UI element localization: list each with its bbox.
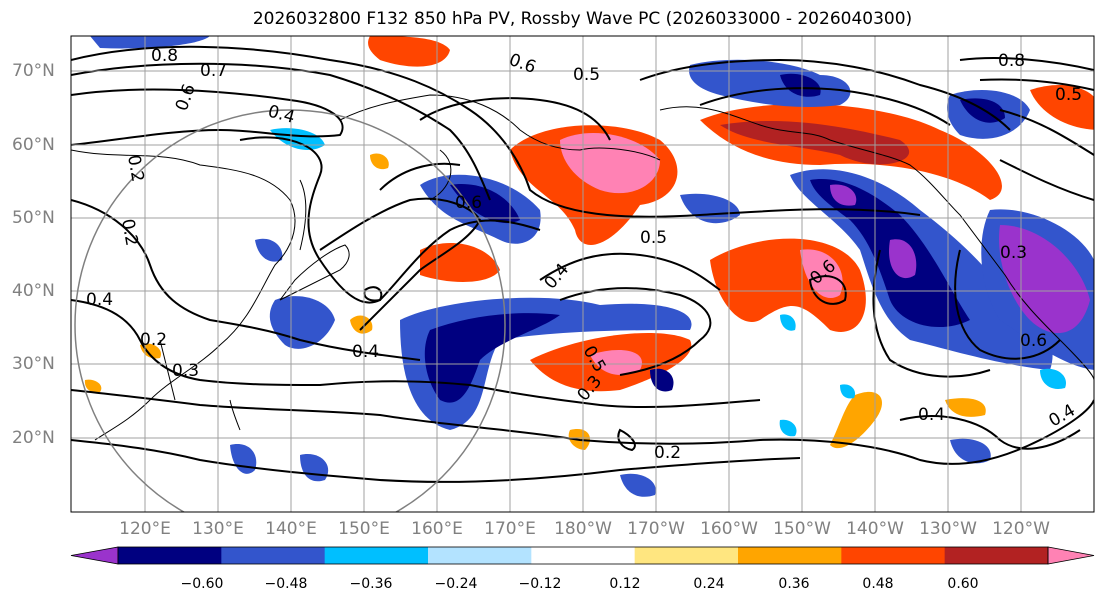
contour-label: 0.4	[86, 290, 113, 310]
lon-label: 160°E	[411, 519, 463, 539]
contour-label: 0.3	[1000, 243, 1027, 263]
lon-label: 150°E	[338, 519, 390, 539]
colorbar-tick-label: −0.48	[264, 576, 308, 592]
contour-label: 0.2	[654, 443, 681, 463]
contour-label: 0.8	[151, 46, 178, 66]
contour-label: 0.3	[172, 361, 199, 381]
colorbar-tick-label: 0.48	[862, 576, 894, 592]
contour-label: 0.5	[1055, 85, 1082, 105]
colorbar-bin	[324, 547, 429, 564]
contour-label: 0.2	[117, 217, 141, 247]
contour-label: 0.5	[640, 228, 667, 248]
lat-label: 50°N	[12, 208, 55, 228]
graticule	[71, 36, 1094, 512]
contour-label: 0.6	[1020, 331, 1047, 351]
lon-label: 170°E	[484, 519, 536, 539]
lat-label: 70°N	[12, 61, 55, 81]
colorbar-tick-label: −0.24	[434, 576, 478, 592]
lon-label: 130°E	[192, 519, 244, 539]
colorbar-tick-label: 0.12	[609, 576, 641, 592]
lon-label: 120°W	[992, 519, 1050, 539]
colorbar-bin	[738, 547, 842, 564]
colorbar-tick-label: −0.60	[180, 576, 224, 592]
lon-label: 150°W	[773, 519, 831, 539]
contour-label: 0.6	[455, 193, 482, 213]
contour-label: 0.5	[573, 65, 600, 85]
colorbar-bin	[118, 547, 222, 564]
colorbar-extend-min	[70, 546, 119, 565]
colorbar-frame	[117, 546, 1049, 565]
map-title: 2026032800 F132 850 hPa PV, Rossby Wave …	[252, 9, 913, 29]
radius-circle	[74, 109, 506, 512]
colorbar-tick-label: −0.36	[349, 576, 393, 592]
lon-label: 180°W	[554, 519, 612, 539]
colorbar-bin	[944, 547, 1049, 564]
contour-label: 0.4	[918, 405, 945, 425]
lon-label: 140°E	[265, 519, 317, 539]
colorbar-bin	[841, 547, 946, 564]
contour-label: 0.4	[352, 342, 379, 362]
colorbar-tick-label: 0.60	[947, 576, 979, 592]
colorbar-bin	[221, 547, 326, 564]
positive-anomaly-regions	[84, 36, 1094, 450]
lon-label: 140°W	[846, 519, 904, 539]
colorbar-tick-label: 0.36	[778, 576, 810, 592]
lat-label: 60°N	[12, 135, 55, 155]
colorbar-tick-label: 0.24	[693, 576, 725, 592]
map-frame	[70, 35, 1095, 513]
contour-label: 0.7	[200, 61, 227, 81]
colorbar	[70, 546, 1095, 565]
pv-contours	[71, 45, 1094, 483]
contour-label: 0.2	[123, 153, 147, 183]
colorbar-bin	[531, 547, 636, 564]
lon-label: 130°W	[919, 519, 977, 539]
lat-label: 30°N	[12, 354, 55, 374]
colorbar-bin	[428, 547, 532, 564]
colorbar-bin	[634, 547, 739, 564]
contour-label: 0.2	[140, 330, 167, 350]
contour-label: 0.8	[998, 51, 1025, 71]
pv-shading	[84, 36, 1094, 497]
lat-label: 40°N	[12, 281, 55, 301]
lon-label: 120°E	[119, 519, 171, 539]
colorbar-tick-label: −0.12	[518, 576, 562, 592]
colorbar-extend-max	[1047, 546, 1095, 565]
lat-label: 20°N	[12, 428, 55, 448]
lon-label: 160°W	[700, 519, 758, 539]
lon-label: 170°W	[627, 519, 685, 539]
